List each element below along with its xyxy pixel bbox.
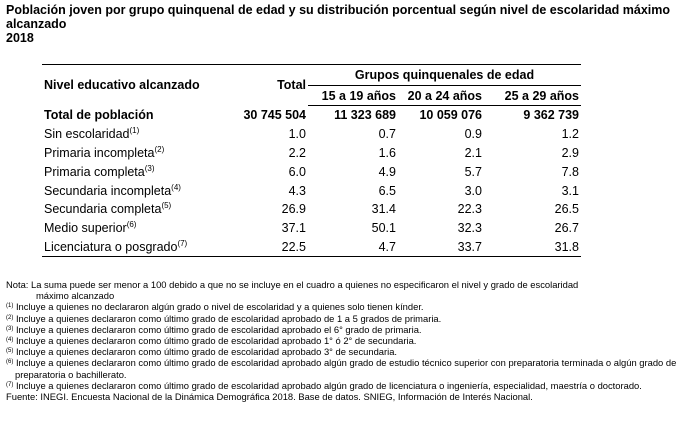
footnote-mark: (1) [6, 303, 14, 310]
column-header-age-group: 15 a 19 años [308, 85, 398, 106]
footnote-ref: (6) [126, 220, 137, 230]
footnote-item: (1) Incluye a quienes no declararon algú… [6, 301, 681, 312]
cell-value: 4.3 [288, 183, 306, 198]
cell-value: 2.2 [288, 145, 306, 160]
footnote-text: Incluye a quienes declararon como último… [15, 323, 422, 335]
cell-value: 31.8 [484, 237, 581, 258]
table-row: Secundaria completa(5) 26.9 31.4 22.3 26.5 [42, 200, 581, 219]
table-row: Primaria incompleta(2) 2.2 1.6 2.1 2.9 [42, 143, 581, 162]
cell-value: 7.8 [561, 164, 579, 179]
footnote-ref: (7) [177, 238, 188, 248]
page-title: Población joven por grupo quinquenal de … [6, 3, 681, 45]
footnote-ref: (3) [144, 163, 155, 173]
cell-value: 3.1 [561, 183, 579, 198]
total-row: Total de población 30 745 504 11 323 689 10… [42, 106, 581, 125]
footnote-item: (6) Incluye a quienes declararon como úl… [6, 357, 681, 379]
footnote-ref: (5) [161, 201, 172, 211]
footnote-text: Incluye a quienes declararon como último… [15, 357, 677, 380]
footnote-mark: (3) [6, 325, 14, 332]
footnote-text: Incluye a quienes declararon como último… [15, 312, 442, 324]
footnote-text: Incluye a quienes declararon como último… [15, 335, 417, 347]
column-header-total: Total [238, 64, 308, 106]
table-row: Licenciatura o posgrado(7) 22.5 4.7 33.7 31.… [42, 237, 581, 258]
row-label: Sin escolaridad(1) [44, 125, 140, 141]
cell-value: 4.9 [378, 164, 396, 179]
cell-value: 2.9 [561, 145, 579, 160]
cell-value: 1.0 [288, 126, 306, 141]
source: Fuente: INEGI. Encuesta Nacional de la D… [6, 391, 533, 403]
cell-value: 10 059 076 [419, 108, 482, 123]
footnote-item: (4) Incluye a quienes declararon como úl… [6, 335, 681, 346]
footnote-text: Incluye a quienes no declararon algún gr… [15, 301, 424, 313]
cell-value: 0.9 [464, 126, 482, 141]
cell-value: 22.5 [238, 237, 308, 258]
footnote-text: Incluye a quienes declararon como último… [15, 346, 398, 358]
cell-value: 26.9 [281, 202, 306, 217]
cell-value: 6.0 [288, 164, 306, 179]
table-row: Sin escolaridad(1) 1.0 0.7 0.9 1.2 [42, 124, 581, 143]
footnote-ref: (4) [171, 182, 181, 192]
column-header-age-group: 20 a 24 años [398, 85, 484, 106]
cell-value: 26.5 [554, 202, 579, 217]
footnote-mark: (6) [6, 359, 14, 366]
cell-value: 31.4 [371, 202, 396, 217]
footnote-item: (7) Incluye a quienes declararon como úl… [6, 380, 681, 391]
row-label: Primaria completa(3) [44, 163, 155, 179]
note: Nota: La suma puede ser menor a 100 debi… [6, 279, 579, 290]
footnote-mark: (7) [6, 381, 14, 388]
cell-value: 50.1 [371, 221, 396, 236]
row-label: Primaria incompleta(2) [44, 144, 165, 160]
cell-value: 26.7 [554, 221, 579, 236]
footnote-item: (2) Incluye a quienes declararon como úl… [6, 313, 681, 324]
table-row: Medio superior(6) 37.1 50.1 32.3 26.7 [42, 219, 581, 238]
cell-value: 6.5 [378, 183, 396, 198]
footnotes: Nota: La suma puede ser menor a 100 debi… [6, 279, 681, 402]
cell-value: 32.3 [457, 221, 482, 236]
cell-value: 9 362 739 [523, 108, 579, 123]
cell-value: 2.1 [464, 145, 482, 160]
footnote-mark: (5) [6, 348, 14, 355]
cell-value: 22.3 [457, 202, 482, 217]
column-header-level: Nivel educativo alcanzado [42, 64, 238, 106]
cell-value: 3.0 [464, 183, 482, 198]
row-label: Licenciatura o posgrado(7) [42, 237, 238, 258]
cell-value: 1.6 [378, 145, 396, 160]
cell-value: 1.2 [561, 126, 579, 141]
table-row: Primaria completa(3) 6.0 4.9 5.7 7.8 [42, 162, 581, 181]
cell-value: 4.7 [308, 237, 398, 258]
note-continuation: máximo alcanzado [36, 290, 115, 302]
footnote-ref: (2) [154, 144, 165, 154]
cell-value: 11 323 689 [334, 108, 396, 123]
footnote-mark: (4) [6, 337, 14, 344]
title-text: Población joven por grupo quinquenal de … [6, 3, 671, 31]
table-row: Secundaria incompleta(4) 4.3 6.5 3.0 3.1 [42, 181, 581, 200]
footnote-text: Incluye a quienes declararon como último… [15, 379, 642, 391]
footnote-item: (3) Incluye a quienes declararon como úl… [6, 324, 681, 335]
cell-value: 33.7 [398, 237, 484, 258]
group-header: Grupos quinquenales de edad [308, 64, 581, 86]
footnote-ref: (1) [129, 125, 140, 135]
footnote-item: (5) Incluye a quienes declararon como úl… [6, 346, 681, 357]
data-table: Nivel educativo alcanzado Total Grupos q… [42, 64, 581, 258]
cell-value: 0.7 [378, 126, 396, 141]
row-label: Medio superior(6) [44, 220, 137, 236]
cell-value: 5.7 [464, 164, 482, 179]
column-header-age-group: 25 a 29 años [484, 85, 581, 106]
row-label: Total de población [44, 107, 154, 122]
row-label: Secundaria incompleta(4) [44, 182, 181, 198]
cell-value: 37.1 [281, 221, 306, 236]
title-year: 2018 [6, 31, 34, 45]
footnote-mark: (2) [6, 314, 14, 321]
row-label: Secundaria completa(5) [44, 201, 172, 217]
cell-value: 30 745 504 [243, 107, 306, 122]
